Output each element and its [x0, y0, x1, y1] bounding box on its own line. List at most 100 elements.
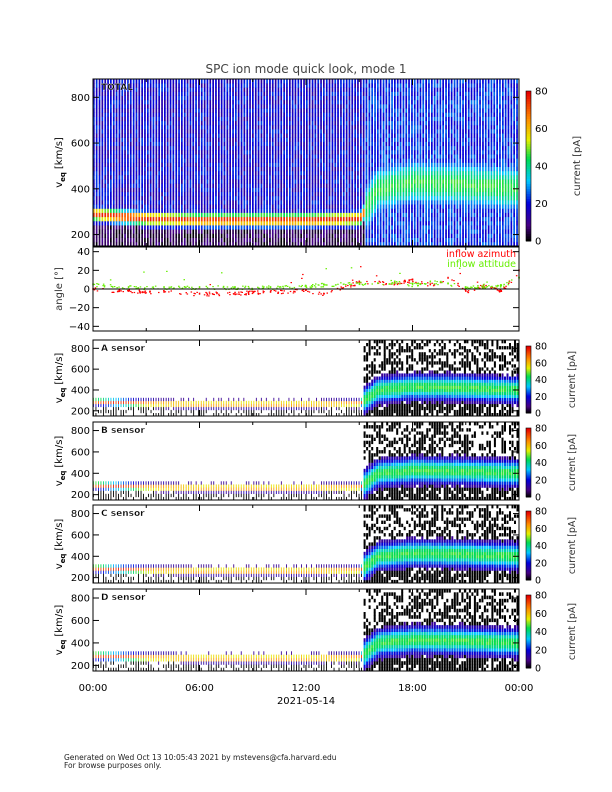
spectrogram-cell: [431, 166, 433, 172]
spectrogram-cell: [104, 179, 107, 184]
spectrogram-cell: [260, 212, 263, 218]
spectrogram-cell: [203, 212, 206, 218]
spectrogram-cell: [320, 162, 322, 167]
spectrogram-cell: [377, 187, 379, 193]
spectrogram-cell: [240, 129, 243, 134]
spectrogram-cell: [274, 204, 277, 209]
spectrogram-cell: [306, 183, 308, 188]
spectrogram-cell: [436, 241, 439, 247]
spectrogram-cell: [237, 208, 240, 213]
spectrogram-cell: [314, 104, 317, 109]
spectrogram-cell: [212, 79, 214, 84]
spectrogram-cell: [223, 137, 226, 142]
spectrogram-cell: [280, 241, 283, 247]
spectrogram-cell: [377, 104, 379, 109]
spectrogram-cell: [192, 229, 195, 234]
spectrogram-cell: [354, 87, 356, 92]
spectrogram-cell: [135, 158, 138, 163]
spectrogram-cell: [138, 241, 141, 247]
spectrogram-cell: [257, 99, 260, 105]
spectrogram-cell: [413, 137, 416, 142]
spectrogram-cell: [198, 99, 200, 105]
spectrogram-cell: [240, 170, 243, 176]
spectrogram-cell: [439, 216, 442, 222]
spectrogram-cell: [317, 166, 320, 172]
spectrogram-cell: [365, 133, 368, 138]
spectrogram-cell: [260, 79, 263, 84]
spectrogram-cell: [260, 150, 263, 155]
spectrogram-cell: [416, 154, 419, 159]
spectrogram-cell: [354, 120, 356, 126]
spectrogram-cell: [95, 212, 98, 218]
spectrogram-cell: [254, 120, 257, 126]
spectrogram-cell: [280, 116, 283, 122]
spectrogram-cell: [266, 187, 268, 193]
spectrogram-cell: [340, 212, 342, 218]
spectrogram-cell: [283, 133, 285, 138]
spectrogram-cell: [252, 191, 254, 197]
spectrogram-cell: [360, 179, 362, 184]
spectrogram-cell: [439, 99, 442, 105]
spectrogram-cell: [351, 229, 354, 234]
spectrogram-cell: [405, 233, 408, 238]
spectrogram-cell: [388, 145, 391, 151]
spectrogram-cell: [189, 104, 192, 109]
spectrogram-cell: [408, 108, 410, 113]
spectrogram-cell: [118, 166, 121, 172]
spectrogram-cell: [181, 233, 183, 238]
spectrogram-cell: [220, 154, 223, 159]
spectrogram-cell: [107, 220, 109, 226]
spectrogram-cell: [303, 220, 305, 226]
spectrogram-cell: [93, 204, 95, 209]
spectrogram-cell: [368, 154, 371, 159]
spectrogram-cell: [342, 129, 345, 134]
spectrogram-cell: [377, 166, 379, 172]
spectrogram-cell: [104, 133, 107, 138]
spectrogram-cell: [428, 145, 430, 151]
spectrogram-cell: [135, 154, 138, 159]
spectrogram-cell: [115, 170, 118, 176]
spectrogram-cell: [172, 216, 175, 222]
spectrogram-cell: [206, 170, 209, 176]
spectrogram-cell: [132, 137, 135, 142]
spectrogram-cell: [240, 145, 243, 151]
spectrogram-cell: [286, 79, 288, 84]
spectrogram-cell: [385, 170, 388, 176]
spectrogram-cell: [337, 195, 339, 201]
spectrogram-cell: [436, 179, 439, 184]
spectrogram-cell: [212, 204, 214, 209]
spectrogram-cell: [175, 91, 178, 96]
spectrogram-cell: [132, 179, 135, 184]
spectrogram-cell: [300, 170, 302, 176]
spectrogram-cell: [200, 183, 203, 188]
spectrogram-cell: [377, 212, 379, 218]
spectrogram-cell: [340, 191, 342, 197]
spectrogram-cell: [445, 158, 447, 163]
spectrogram-cell: [192, 241, 195, 247]
spectrogram-cell: [166, 108, 169, 113]
spectrogram-cell: [354, 166, 356, 172]
spectrogram-cell: [141, 208, 143, 213]
spectrogram-cell: [413, 229, 416, 234]
spectrogram-cell: [206, 112, 209, 117]
spectrogram-cell: [399, 99, 402, 105]
spectrogram-cell: [98, 158, 101, 163]
spectrogram-cell: [351, 170, 354, 176]
spectrogram-cell: [413, 120, 416, 126]
spectrogram-cell: [98, 179, 101, 184]
spectrogram-cell: [98, 99, 101, 105]
spectrogram-cell: [289, 237, 291, 243]
spectrogram-cell: [271, 220, 274, 226]
spectrogram-cell: [394, 112, 396, 117]
spectrogram-cell: [263, 183, 266, 188]
spectrogram-cell: [95, 162, 98, 167]
spectrogram-cell: [425, 162, 427, 167]
spectrogram-cell: [101, 120, 104, 126]
spectrogram-cell: [334, 150, 337, 155]
spectrogram-cell: [362, 124, 365, 130]
spectrogram-cell: [246, 229, 249, 234]
spectrogram-cell: [337, 183, 339, 188]
spectrogram-cell: [110, 91, 112, 96]
spectrogram-cell: [124, 129, 126, 134]
spectrogram-cell: [243, 112, 246, 117]
